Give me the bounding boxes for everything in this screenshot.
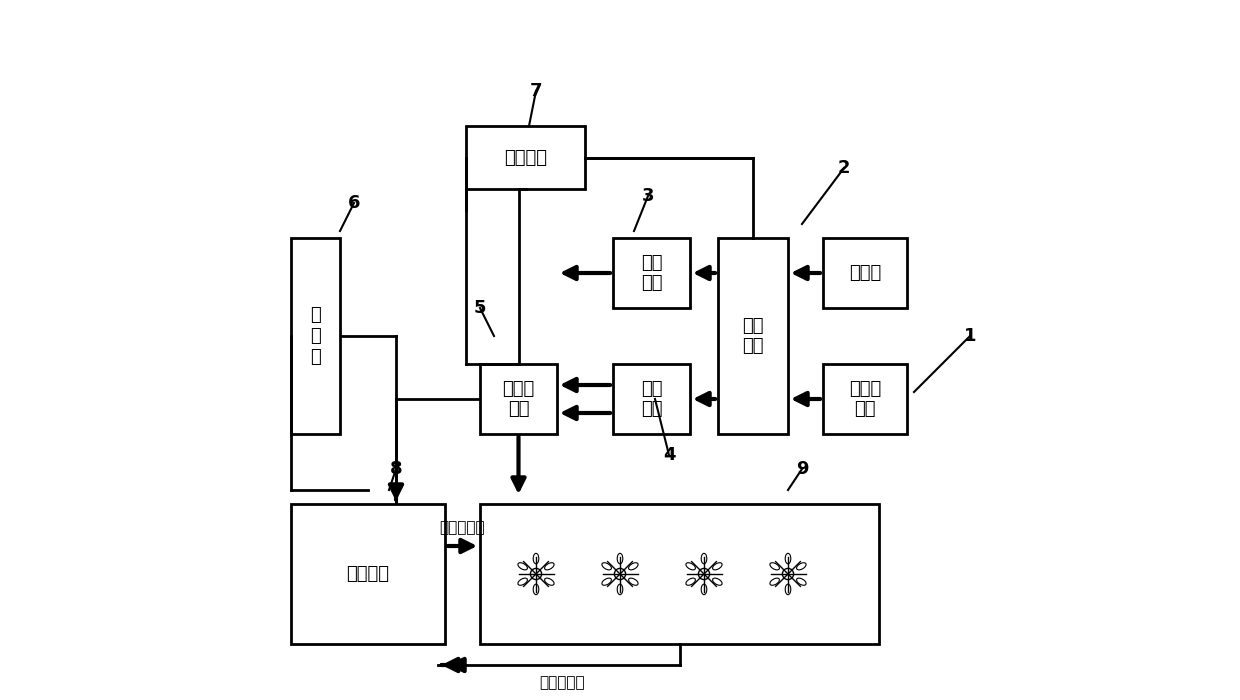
Text: 2: 2: [838, 159, 851, 177]
FancyBboxPatch shape: [718, 238, 787, 434]
Text: 9: 9: [796, 460, 808, 478]
Text: 酸水
储存: 酸水 储存: [641, 253, 662, 293]
Text: 控制装置: 控制装置: [503, 148, 547, 167]
Text: 营养液收集: 营养液收集: [539, 676, 585, 690]
FancyBboxPatch shape: [823, 364, 906, 434]
FancyBboxPatch shape: [823, 238, 906, 308]
Text: 1: 1: [963, 327, 976, 345]
FancyBboxPatch shape: [613, 238, 689, 308]
Text: 营养液池: 营养液池: [346, 565, 389, 583]
FancyBboxPatch shape: [613, 364, 689, 434]
Text: 电位水
输出: 电位水 输出: [502, 379, 534, 419]
Text: 8: 8: [389, 460, 402, 478]
Text: 5: 5: [474, 299, 486, 317]
FancyBboxPatch shape: [466, 126, 585, 189]
Text: 营养液供给: 营养液供给: [440, 521, 485, 536]
FancyBboxPatch shape: [291, 238, 340, 434]
Text: 7: 7: [529, 82, 542, 100]
Text: 6: 6: [347, 194, 361, 212]
Text: 4: 4: [662, 446, 676, 464]
Text: 电解
装置: 电解 装置: [743, 316, 764, 356]
FancyBboxPatch shape: [480, 364, 557, 434]
FancyBboxPatch shape: [480, 504, 879, 644]
Text: 碱水
储存: 碱水 储存: [641, 379, 662, 419]
FancyBboxPatch shape: [291, 504, 445, 644]
Text: 软化水: 软化水: [849, 264, 882, 282]
Text: 电解剂
输入: 电解剂 输入: [849, 379, 882, 419]
Text: 3: 3: [642, 187, 655, 205]
Text: 检
测
仪: 检 测 仪: [310, 306, 321, 366]
